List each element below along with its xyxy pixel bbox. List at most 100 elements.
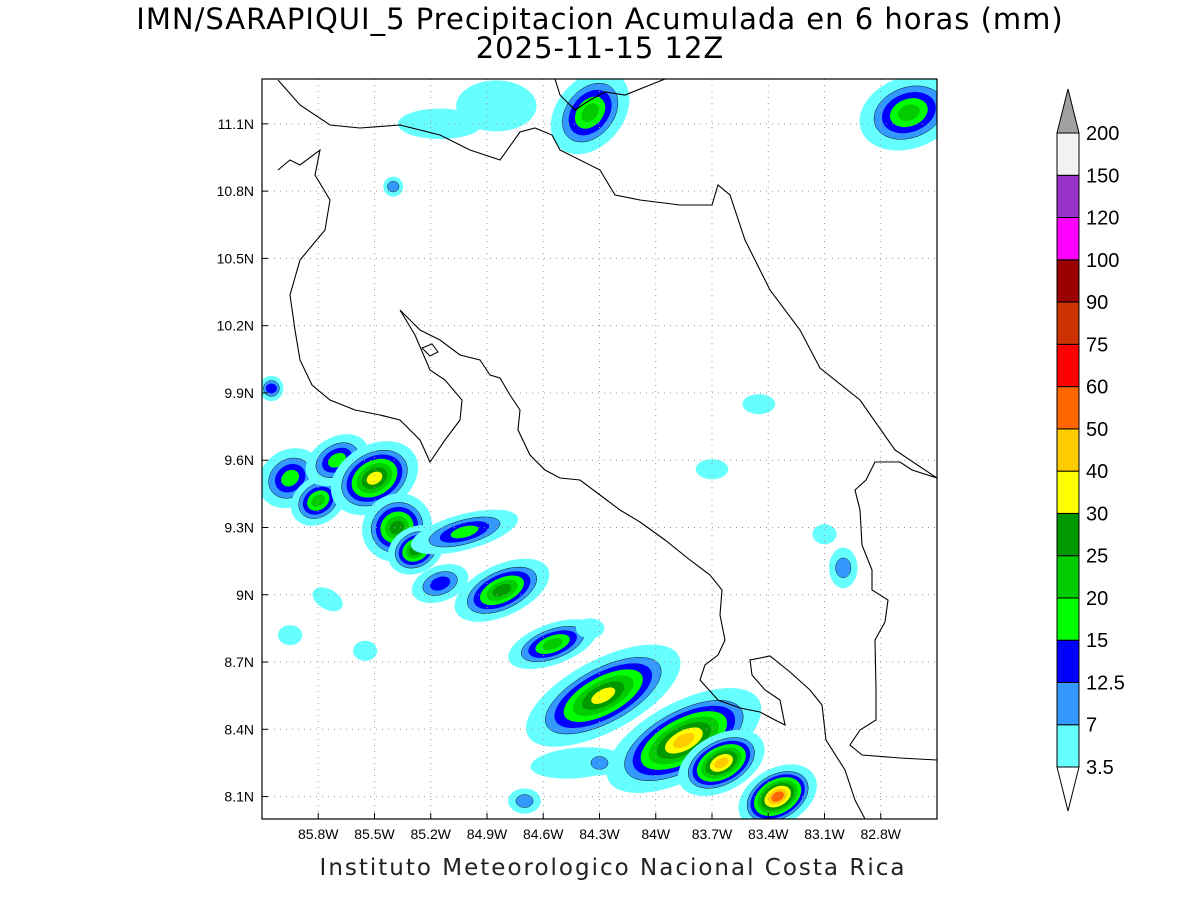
colorbar-label: 15	[1086, 630, 1108, 652]
colorbar-label: 3.5	[1086, 757, 1114, 779]
precip-contour	[835, 557, 852, 578]
colorbar-over-triangle	[1056, 88, 1080, 134]
x-tick-label: 83.4W	[748, 826, 789, 842]
precip-cell	[411, 564, 469, 604]
precip-cell	[606, 688, 762, 794]
colorbar: 3.5 7 12.5 15 20 25 30 40 50 60 75 90 100 120 150 200	[1056, 88, 1125, 812]
precip-cell	[353, 640, 378, 661]
colorbar-swatch	[1056, 639, 1080, 683]
colorbar-swatch	[1056, 681, 1080, 726]
precip-contour	[742, 394, 776, 415]
precip-contour	[492, 583, 512, 597]
precip-cell	[330, 441, 419, 516]
precip-contour	[397, 108, 483, 140]
y-tick-label: 8.4N	[224, 721, 254, 737]
precip-contour	[353, 640, 378, 661]
precip-contour	[281, 469, 300, 487]
precip-contour	[591, 687, 616, 704]
colorbar-swatch	[1056, 217, 1080, 261]
precip-contour	[430, 576, 451, 591]
precip-contour	[515, 794, 534, 808]
precip-contour	[387, 181, 400, 193]
x-axis-ticks: 85.8W 85.5W 85.2W 84.9W 84.6W 84.3W 84W 83.7W 83…	[298, 813, 902, 842]
colorbar-swatch	[1056, 724, 1080, 768]
colorbar-label: 50	[1086, 419, 1108, 441]
precip-contour	[575, 618, 605, 639]
x-tick-label: 82.8W	[861, 826, 902, 842]
precip-contour	[311, 494, 326, 507]
colorbar-swatch	[1056, 597, 1080, 641]
y-tick-label: 9N	[236, 587, 254, 603]
coastline-east-panama	[849, 461, 937, 761]
precip-contour	[312, 587, 343, 612]
precip-cell	[678, 729, 765, 797]
y-tick-label: 9.3N	[224, 519, 254, 535]
x-tick-label: 85.2W	[411, 826, 452, 842]
y-tick-label: 9.6N	[224, 452, 254, 468]
precip-contour	[278, 625, 303, 646]
precip-cell	[575, 618, 605, 639]
colorbar-label: 30	[1086, 503, 1108, 525]
x-tick-label: 84.6W	[523, 826, 564, 842]
colorbar-swatch	[1056, 386, 1080, 430]
y-tick-label: 10.8N	[217, 183, 254, 199]
precip-contour	[581, 103, 599, 122]
colorbar-label: 20	[1086, 588, 1108, 610]
precip-contour	[265, 383, 277, 394]
precip-cell	[262, 375, 284, 402]
y-tick-label: 9.9N	[224, 385, 254, 401]
precip-cell	[738, 764, 817, 819]
colorbar-label: 60	[1086, 377, 1108, 399]
precip-cell	[410, 509, 519, 555]
precip-contour	[714, 757, 729, 769]
colorbar-label: 7	[1086, 715, 1097, 737]
colorbar-label: 100	[1086, 250, 1119, 272]
coastline-main	[277, 79, 937, 479]
x-tick-label: 84.3W	[579, 826, 620, 842]
colorbar-swatch	[1056, 555, 1080, 599]
precip-cell	[859, 79, 937, 151]
precip-contour	[450, 525, 479, 539]
precip-contour	[366, 471, 383, 485]
x-tick-label: 83.7W	[692, 826, 733, 842]
colorbar-swatch	[1056, 301, 1080, 345]
precip-cell	[383, 176, 404, 197]
chart-title: IMN/SARAPIQUI_5 Precipitacion Acumulada …	[136, 2, 1064, 36]
x-tick-label: 85.5W	[354, 826, 395, 842]
precip-cell	[262, 448, 323, 509]
colorbar-label: 12.5	[1086, 672, 1125, 694]
colorbar-swatch	[1056, 259, 1080, 303]
island-chira	[421, 343, 439, 357]
colorbar-swatch	[1056, 174, 1080, 219]
precip-cell	[550, 79, 630, 155]
colorbar-swatch	[1056, 428, 1080, 472]
precip-cell	[454, 558, 550, 622]
y-axis-ticks: 8.1N 8.4N 8.7N 9N 9.3N 9.6N 9.9N 10.2N 10.5N 10.8…	[217, 116, 268, 805]
colorbar-label: 40	[1086, 461, 1108, 483]
precip-contour	[590, 756, 609, 770]
y-tick-label: 10.5N	[217, 250, 254, 266]
coastline-layer	[277, 79, 937, 819]
colorbar-label: 120	[1086, 208, 1119, 230]
precip-contour	[771, 791, 784, 802]
colorbar-swatch	[1056, 343, 1080, 388]
precip-contour	[542, 638, 563, 651]
colorbar-label: 75	[1086, 334, 1108, 356]
colorbar-swatch	[1056, 470, 1080, 514]
colorbar-label: 25	[1086, 546, 1108, 568]
colorbar-under-triangle	[1056, 766, 1080, 812]
colorbar-label: 150	[1086, 165, 1119, 187]
footer-credit: Instituto Meteorologico Nacional Costa R…	[319, 855, 907, 881]
chart-subtitle-date: 2025-11-15 12Z	[475, 31, 725, 65]
coastline-pacific	[277, 148, 866, 819]
precip-cell	[583, 750, 616, 776]
y-tick-label: 8.1N	[224, 789, 254, 805]
precipitation-layer	[262, 79, 937, 819]
y-tick-label: 10.2N	[217, 318, 254, 334]
precip-cell	[278, 625, 303, 646]
precip-contour	[897, 104, 920, 121]
precip-cell	[742, 394, 776, 415]
precip-contour	[389, 520, 405, 535]
colorbar-swatch	[1056, 132, 1080, 176]
